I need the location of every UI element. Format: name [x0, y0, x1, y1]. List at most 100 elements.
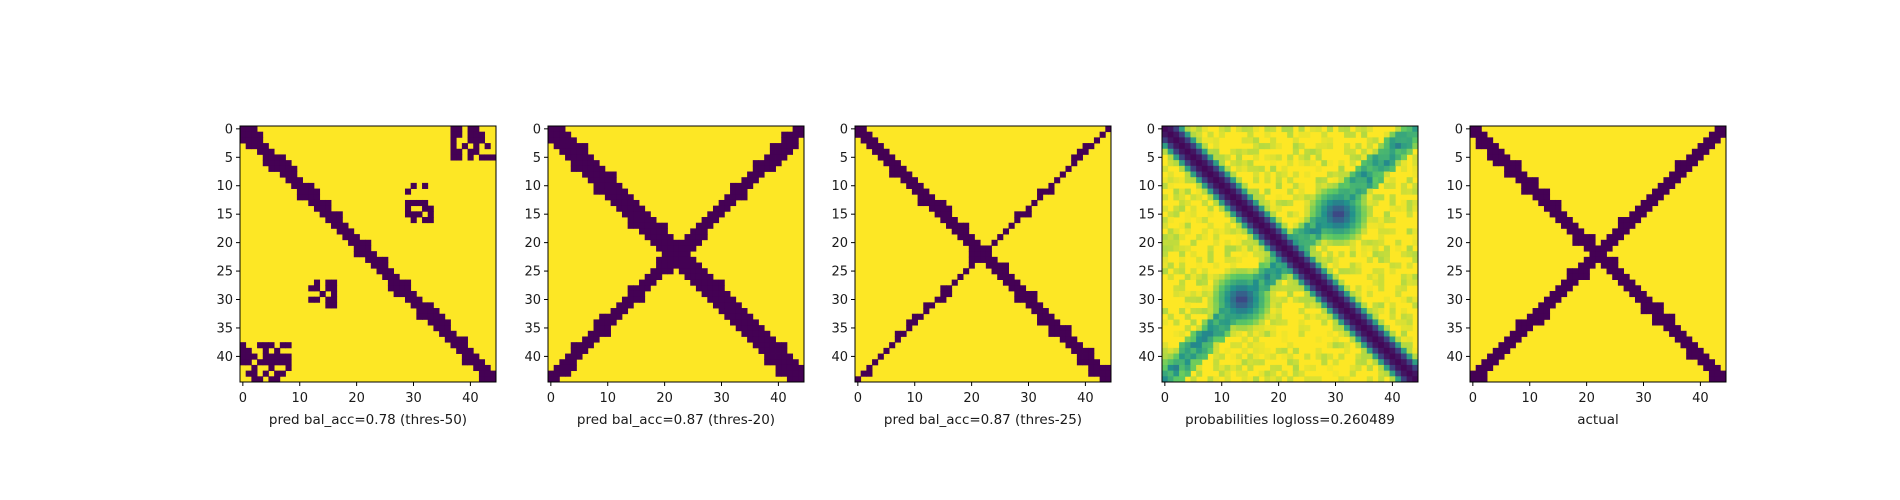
heatmap-cell — [1663, 188, 1670, 195]
heatmap-cell — [1338, 182, 1345, 189]
heatmap-cell — [1720, 131, 1727, 138]
heatmap-cell — [1361, 182, 1368, 189]
heatmap-cell — [1349, 177, 1356, 184]
heatmap-cell — [1298, 160, 1305, 167]
heatmap-cell — [911, 313, 918, 320]
heatmap-cell — [1201, 143, 1208, 150]
heatmap-cell — [1014, 217, 1021, 224]
heatmap-cell — [1241, 222, 1248, 229]
heatmap-cell — [1389, 342, 1396, 349]
heatmap-cell — [1361, 194, 1368, 201]
heatmap-cell — [1640, 205, 1647, 212]
heatmap-cell — [747, 319, 754, 326]
y-tick-label: 15 — [1138, 208, 1155, 223]
heatmap-cell — [587, 160, 594, 167]
heatmap-cell — [1309, 217, 1316, 224]
heatmap-cell — [1218, 364, 1225, 372]
heatmap-cell — [1389, 302, 1396, 309]
heatmap-cell — [1383, 347, 1390, 354]
heatmap-cell — [656, 262, 663, 269]
heatmap-cell — [1378, 336, 1385, 343]
heatmap-cell — [245, 131, 252, 138]
heatmap-cell — [991, 262, 998, 269]
heatmap-cell — [461, 347, 468, 354]
heatmap-cell — [1093, 364, 1101, 372]
heatmap-cell — [1230, 342, 1237, 349]
heatmap-cell — [1475, 370, 1482, 377]
heatmap-cell — [866, 364, 873, 372]
heatmap-cell — [872, 148, 879, 155]
heatmap-cell — [1623, 222, 1630, 229]
heatmap-cells — [240, 126, 497, 383]
heatmap-cell — [1366, 347, 1373, 354]
heatmap-cell — [1583, 268, 1590, 275]
heatmap-cell — [940, 296, 947, 303]
heatmap-cell — [404, 279, 412, 286]
heatmap-cell — [656, 268, 663, 275]
heatmap-cell — [752, 325, 759, 332]
heatmap-cell — [1361, 302, 1368, 309]
heatmap-cell — [1383, 336, 1390, 343]
heatmap-cell — [348, 234, 355, 241]
heatmap-cell — [1309, 126, 1316, 133]
heatmap-cell — [1321, 222, 1328, 229]
heatmap-cell — [1201, 347, 1208, 354]
heatmap-cell — [553, 126, 560, 133]
heatmap-cell — [1344, 325, 1351, 332]
heatmap-cell — [917, 313, 924, 320]
y-tick-label: 30 — [524, 293, 541, 308]
heatmap-cell — [1184, 359, 1191, 366]
heatmap-cell — [1196, 188, 1203, 195]
heatmap-cell — [1201, 217, 1208, 224]
heatmap-cell — [1207, 194, 1214, 201]
heatmap-cell — [1344, 177, 1351, 184]
heatmap-cell — [1708, 143, 1716, 150]
heatmap-cell — [1258, 268, 1265, 275]
heatmap-cell — [1230, 302, 1237, 309]
heatmap-cell — [940, 211, 947, 218]
heatmap-cell — [946, 285, 953, 292]
heatmap-cell — [1287, 154, 1294, 161]
y-tick-label: 0 — [840, 122, 848, 137]
heatmap-cell — [1207, 131, 1214, 138]
heatmap-cell — [467, 131, 474, 138]
heatmap-cell — [1218, 177, 1225, 184]
heatmap-cell — [1258, 205, 1265, 212]
heatmap-cell — [1378, 279, 1385, 286]
heatmap-cell — [1344, 126, 1351, 133]
heatmap-cell — [1031, 290, 1038, 298]
heatmap-cell — [1167, 273, 1174, 280]
heatmap-cell — [1298, 262, 1305, 269]
heatmap-cell — [894, 171, 901, 178]
heatmap-cell — [1332, 302, 1339, 309]
heatmap-cell — [1321, 268, 1328, 275]
heatmap-cell — [1532, 313, 1539, 320]
heatmap-cell — [279, 160, 286, 167]
heatmap-cell — [1366, 143, 1373, 150]
heatmap-cell — [1270, 268, 1277, 275]
heatmap-cell — [758, 325, 765, 332]
heatmap-cell — [587, 154, 594, 161]
heatmap-cell — [1561, 217, 1568, 224]
heatmap-cell — [1224, 290, 1231, 298]
heatmap-cell — [1378, 302, 1385, 309]
heatmap-cell — [656, 256, 663, 263]
heatmap-cell — [684, 251, 691, 258]
heatmap-cell — [1400, 313, 1408, 320]
heatmap-cell — [1258, 228, 1265, 235]
heatmap-cell — [1235, 239, 1243, 246]
heatmap-cell — [1572, 268, 1579, 275]
heatmap-cell — [1412, 370, 1419, 377]
heatmap-cell — [1372, 273, 1379, 280]
heatmap-cell — [1406, 325, 1413, 332]
heatmap-cell — [1207, 302, 1214, 309]
heatmap-cell — [565, 370, 572, 377]
heatmap-cell — [712, 290, 720, 298]
heatmap-cell — [934, 211, 941, 218]
heatmap-cell — [416, 302, 423, 309]
heatmap-cell — [1207, 171, 1214, 178]
heatmap-cell — [296, 177, 303, 184]
heatmap-cell — [1241, 137, 1248, 144]
heatmap-cell — [1355, 353, 1362, 360]
heatmap-cell — [1389, 137, 1396, 144]
